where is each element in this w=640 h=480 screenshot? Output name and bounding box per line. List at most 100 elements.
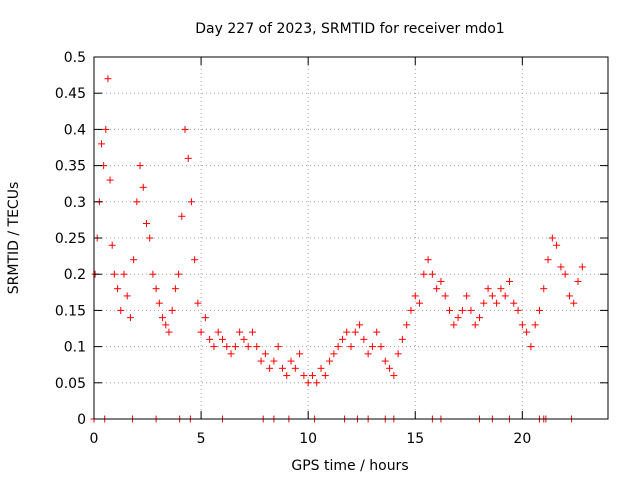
data-point [171,285,179,293]
data-point [523,328,531,336]
x-tick-label: 10 [299,431,317,447]
data-point [540,285,548,293]
data-point [210,343,218,351]
data-point [146,234,154,242]
data-point [476,314,483,322]
y-tick-label: 0.4 [64,122,86,138]
data-point [398,335,406,343]
data-point [240,335,248,343]
data-point [463,292,471,300]
data-point [317,364,325,372]
data-point [287,357,295,365]
x-axis-label: GPS time / hours [291,458,408,474]
data-point [308,372,316,380]
data-point [488,292,496,300]
data-point [97,140,105,148]
data-point [123,292,131,300]
data-point [133,198,141,206]
data-point [458,306,466,314]
y-tick-label: 0.5 [64,50,86,66]
data-point [330,350,338,358]
data-point [126,314,134,322]
data-point [184,154,192,162]
data-point [467,306,475,314]
data-point [360,335,368,343]
data-point [206,335,214,343]
data-point [104,75,112,83]
data-point [407,306,415,314]
data-point [313,379,321,387]
data-point [454,314,462,322]
data-point [501,292,509,300]
x-tick-labels: 0 5 10 15 20 [90,431,532,447]
data-point [159,314,167,322]
data-point [338,335,346,343]
data-point [514,306,522,314]
data-point [300,372,308,380]
y-tick-labels: 0 0.05 0.1 0.15 0.2 0.25 0.3 0.35 0.4 0.45 0.5 [55,50,86,428]
data-point [223,343,231,351]
x-tick-label: 15 [406,431,424,447]
data-point [152,285,160,293]
data-point [326,357,334,365]
data-point [270,357,278,365]
data-point [441,292,449,300]
data-point [548,234,556,242]
data-point [304,379,312,387]
data-point [139,183,147,191]
data-point [420,270,428,278]
y-tick-label: 0.45 [55,86,86,102]
data-point [227,350,235,358]
data-point [142,220,150,228]
data-point [403,321,411,329]
data-point [274,343,282,351]
data-point [110,270,118,278]
data-point [178,212,186,220]
data-point [565,292,573,300]
data-point [394,350,402,358]
data-point [373,328,381,336]
data-point [561,270,569,278]
data-point [450,321,458,329]
data-point [510,299,518,307]
data-point [283,372,291,380]
grid-lines [94,57,608,419]
axis-ticks [93,56,608,420]
data-point [219,335,226,343]
data-point [162,321,170,329]
data-point [291,364,299,372]
data-point [471,321,479,329]
data-point [181,125,189,133]
data-point [266,364,274,372]
data-point [480,299,488,307]
data-point [194,299,202,307]
data-point [236,328,244,336]
y-tick-label: 0.1 [64,340,86,356]
data-point [231,343,239,351]
y-tick-label: 0.2 [64,267,86,283]
data-point [257,357,265,365]
data-point [377,343,385,351]
data-point [168,306,176,314]
data-point [493,299,501,307]
data-point [368,343,376,351]
data-point [321,372,329,380]
chart-title: Day 227 of 2023, SRMTID for receiver mdo… [195,21,504,37]
y-tick-label: 0.15 [55,303,86,319]
data-point [102,125,110,133]
data-point [505,277,513,285]
data-point [433,285,441,293]
data-point [114,285,122,293]
y-tick-label: 0 [77,412,86,428]
data-point [165,328,173,336]
data-point [197,328,205,336]
data-point [296,350,304,358]
data-point [428,270,436,278]
data-point [557,263,565,271]
data-point [261,350,269,358]
data-point [187,198,195,206]
data-point [574,277,582,285]
data-point [484,285,492,293]
data-point [136,162,144,170]
